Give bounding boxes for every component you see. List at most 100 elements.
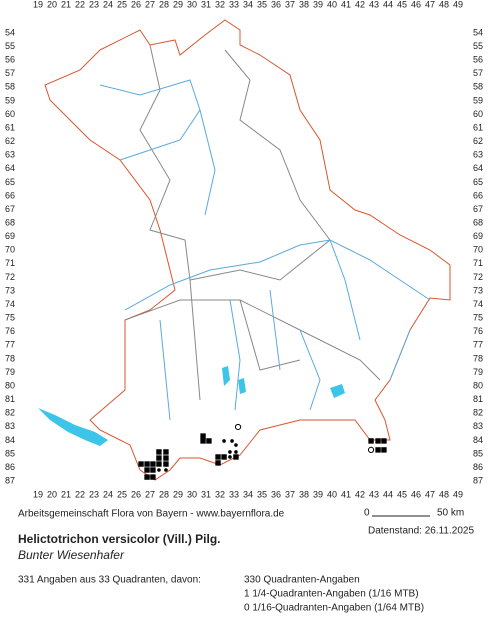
- row-label: 86: [473, 462, 483, 472]
- row-label: 79: [473, 367, 483, 377]
- row-label: 76: [473, 326, 483, 336]
- record-square: [150, 474, 156, 480]
- column-label: 27: [145, 489, 155, 499]
- column-label: 24: [103, 0, 113, 9]
- column-label: 30: [187, 0, 197, 9]
- river: [99, 79, 431, 421]
- credit: Arbeitsgemeinschaft Flora von Bayern - w…: [18, 509, 285, 520]
- summary-sixteenth: 0 1/16-Quadranten-Angaben (1/64 MTB): [244, 603, 424, 614]
- lake: [222, 366, 230, 386]
- record-circle: [367, 446, 375, 454]
- column-label: 32: [215, 0, 225, 9]
- column-label: 39: [313, 489, 323, 499]
- column-label: 31: [201, 489, 211, 499]
- column-label: 43: [369, 489, 379, 499]
- record-square: [200, 433, 206, 439]
- record-square: [144, 467, 150, 473]
- row-label: 65: [473, 177, 483, 187]
- column-label: 42: [355, 489, 365, 499]
- record-square: [206, 438, 212, 444]
- record-square: [381, 447, 387, 453]
- record-square: [156, 449, 162, 455]
- row-label: 55: [473, 41, 483, 51]
- record-square: [221, 454, 227, 460]
- record-square: [150, 461, 156, 467]
- district-border: [124, 44, 381, 401]
- row-label: 79: [5, 367, 15, 377]
- column-label: 48: [439, 0, 449, 9]
- column-label: 47: [425, 489, 435, 499]
- row-label: 82: [473, 408, 483, 418]
- record-square: [215, 460, 221, 466]
- column-label: 22: [75, 489, 85, 499]
- row-label: 78: [5, 353, 15, 363]
- row-label: 86: [5, 462, 15, 472]
- row-label: 74: [473, 299, 483, 309]
- summary-quarter: 1 1/4-Quadranten-Angaben (1/16 MTB): [244, 589, 419, 600]
- row-label: 57: [5, 68, 15, 78]
- row-label: 59: [5, 95, 15, 105]
- column-label: 44: [383, 0, 393, 9]
- row-label: 64: [473, 163, 483, 173]
- row-label: 54: [5, 27, 15, 37]
- record-dot: [222, 439, 226, 443]
- column-label: 37: [285, 0, 295, 9]
- row-label: 64: [5, 163, 15, 173]
- record-dot: [228, 450, 232, 454]
- row-label: 82: [5, 408, 15, 418]
- row-label: 84: [473, 435, 483, 445]
- column-label: 27: [145, 0, 155, 9]
- column-label: 48: [439, 489, 449, 499]
- column-label: 38: [299, 489, 309, 499]
- record-square: [163, 449, 169, 455]
- row-label: 67: [5, 204, 15, 214]
- common-name: Bunter Wiesenhafer: [18, 548, 125, 562]
- row-label: 75: [473, 313, 483, 323]
- row-label: 60: [5, 109, 15, 119]
- column-label: 31: [201, 0, 211, 9]
- column-label: 24: [103, 489, 113, 499]
- row-label: 70: [5, 245, 15, 255]
- lake: [38, 408, 108, 446]
- column-label: 45: [397, 489, 407, 499]
- row-label: 71: [5, 258, 15, 268]
- column-label: 20: [47, 489, 57, 499]
- column-label: 28: [159, 489, 169, 499]
- column-label: 37: [285, 489, 295, 499]
- record-dot: [230, 439, 234, 443]
- row-label: 77: [5, 340, 15, 350]
- row-label: 84: [5, 435, 15, 445]
- column-label: 47: [425, 0, 435, 9]
- column-label: 38: [299, 0, 309, 9]
- column-label: 49: [453, 489, 463, 499]
- record-square: [138, 461, 144, 467]
- column-label: 40: [327, 0, 337, 9]
- record-dot: [157, 468, 161, 472]
- record-circle: [234, 423, 242, 431]
- row-label: 60: [473, 109, 483, 119]
- row-label: 77: [473, 340, 483, 350]
- row-label: 85: [5, 448, 15, 458]
- row-label: 56: [473, 55, 483, 65]
- row-label: 70: [473, 245, 483, 255]
- column-label: 41: [341, 489, 351, 499]
- record-square: [375, 447, 381, 453]
- column-label: 23: [89, 489, 99, 499]
- column-label: 25: [117, 0, 127, 9]
- row-label: 87: [473, 476, 483, 486]
- row-label: 78: [473, 353, 483, 363]
- column-label: 33: [229, 0, 239, 9]
- record-square: [144, 461, 150, 467]
- state-border: [44, 19, 451, 481]
- column-label: 45: [397, 0, 407, 9]
- column-label: 35: [257, 489, 267, 499]
- row-label: 67: [473, 204, 483, 214]
- row-label: 65: [5, 177, 15, 187]
- row-label: 61: [5, 122, 15, 132]
- column-label: 46: [411, 489, 421, 499]
- column-label: 39: [313, 0, 323, 9]
- row-label: 83: [473, 421, 483, 431]
- row-label: 81: [473, 394, 483, 404]
- column-label: 26: [131, 0, 141, 9]
